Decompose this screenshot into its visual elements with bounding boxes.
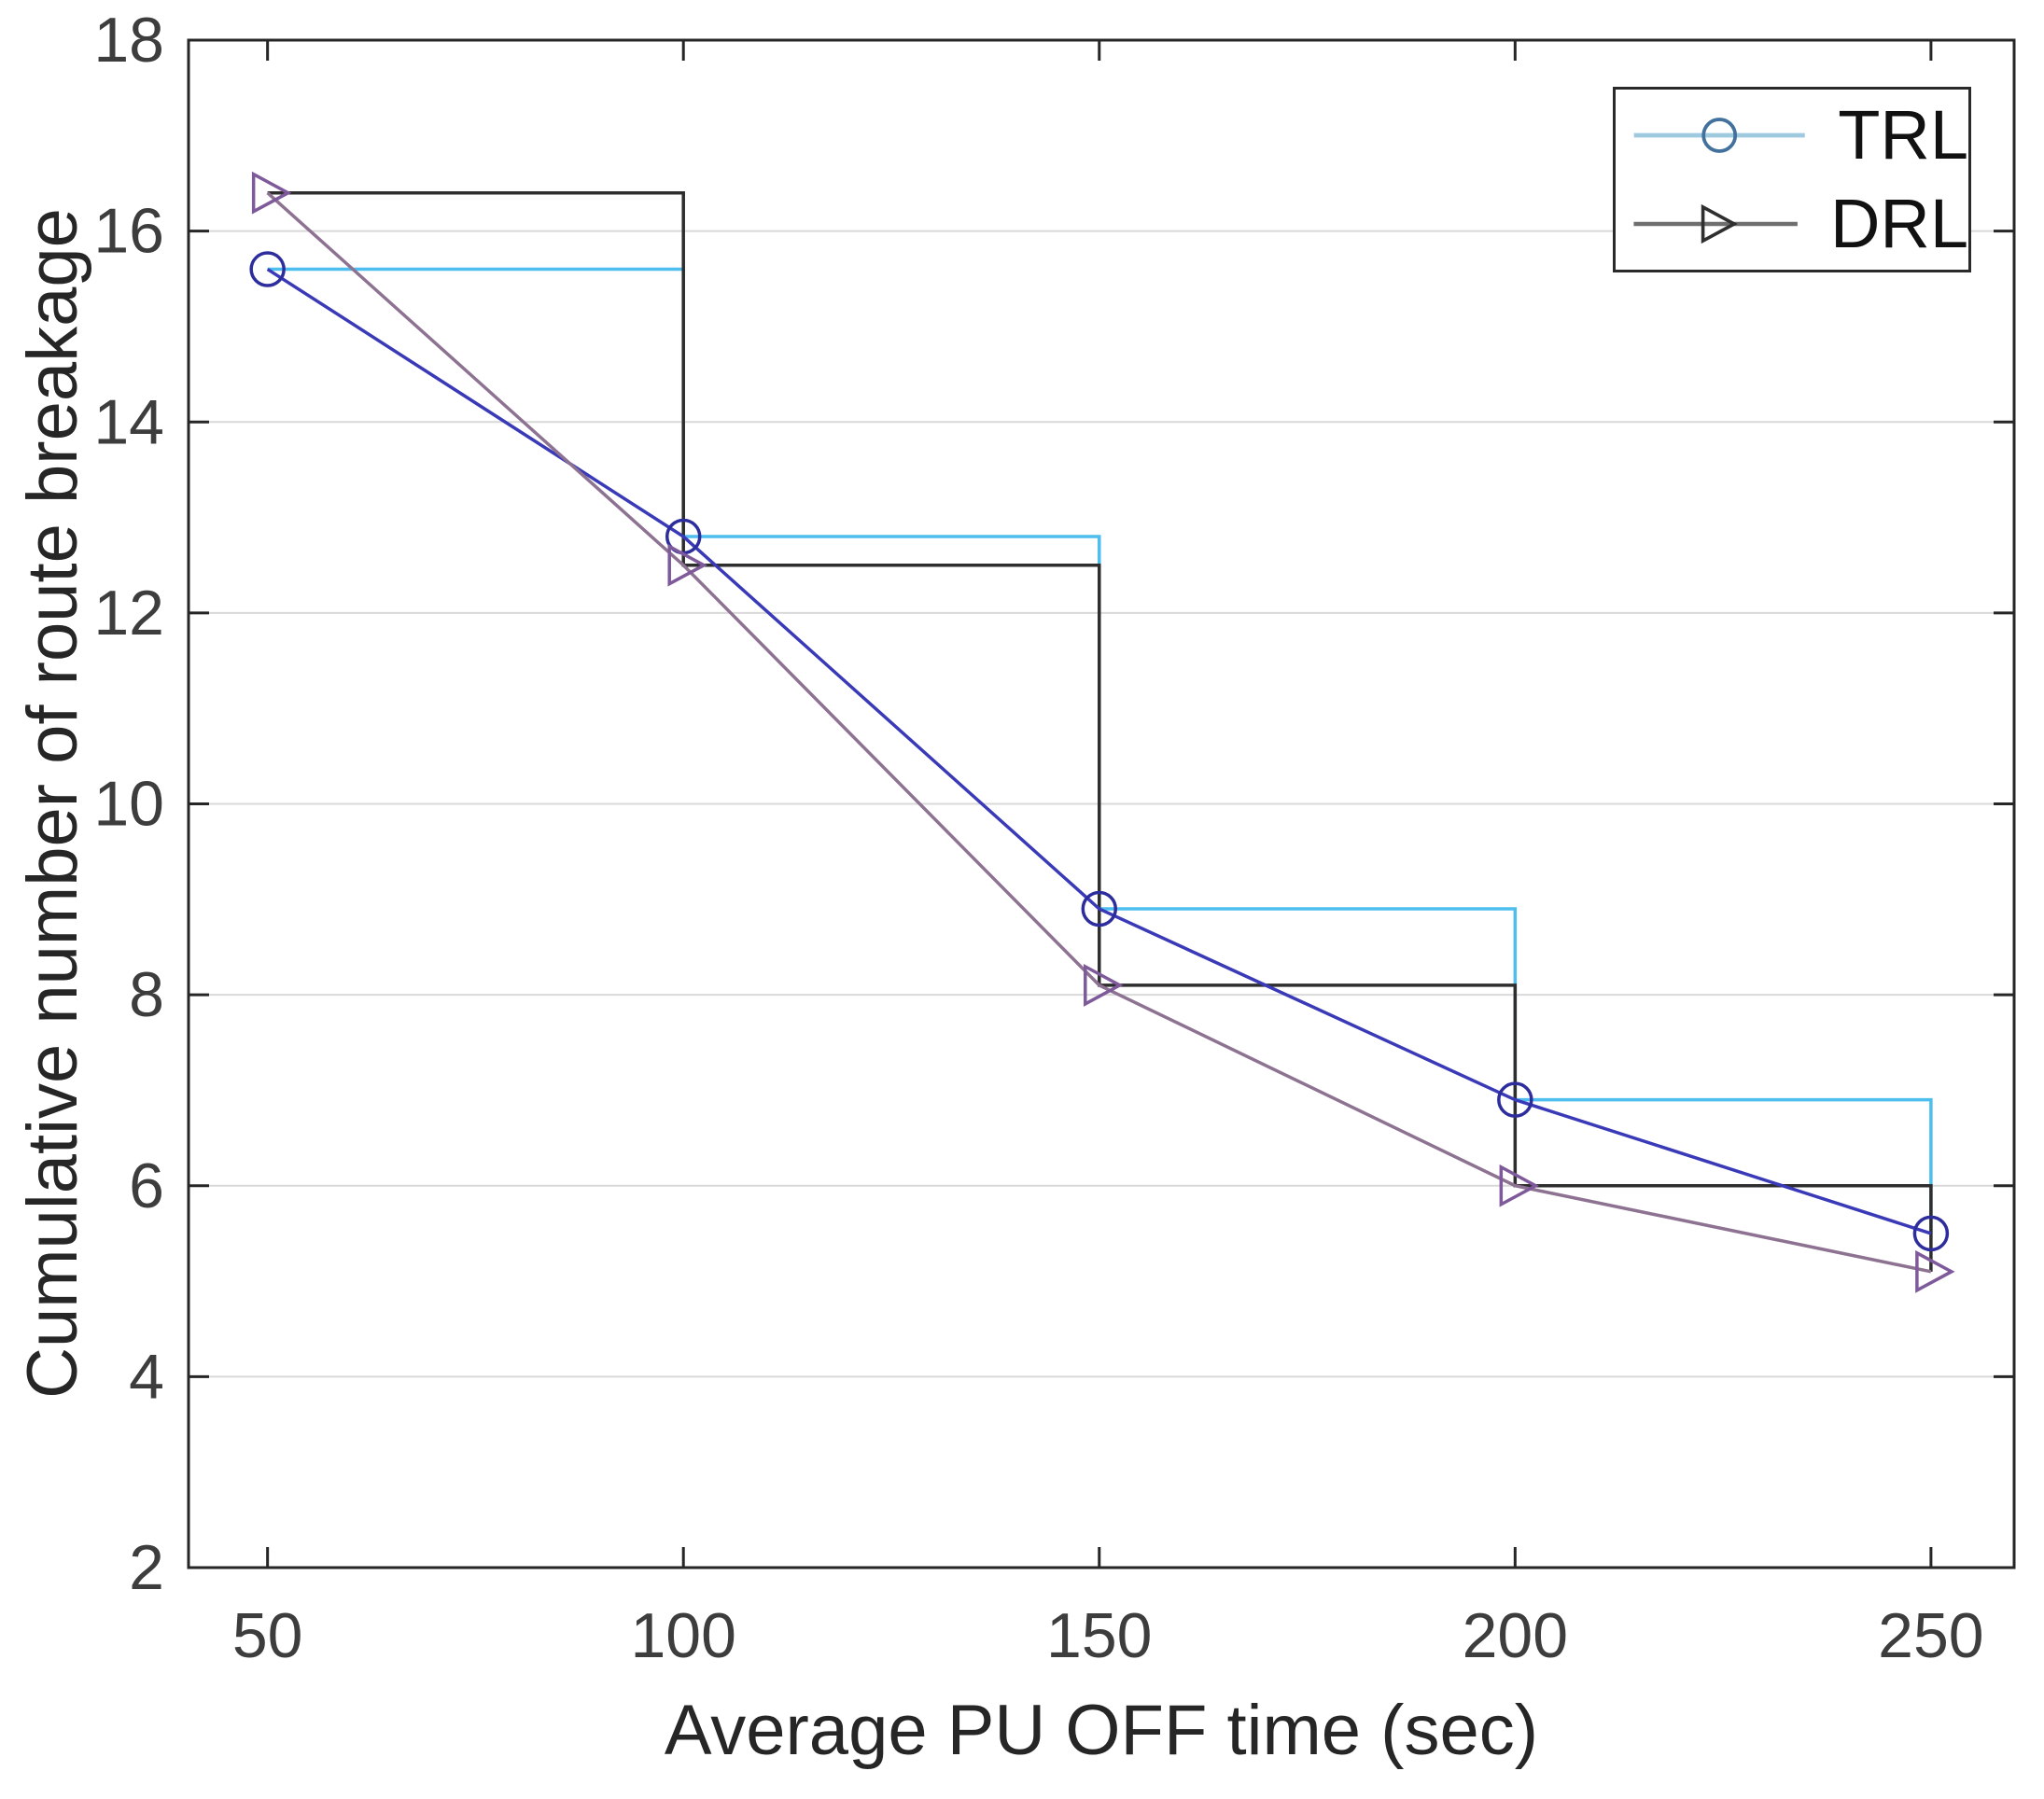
series-lines xyxy=(266,191,1932,1274)
y-tick-label: 16 xyxy=(93,196,164,267)
axis-box xyxy=(187,38,2016,1569)
legend-label-trl: TRL xyxy=(1838,96,1968,174)
drl-stair-line xyxy=(267,190,1933,1272)
drl-legend-line-triangle-icon xyxy=(1633,203,1798,244)
y-tick-label: 6 xyxy=(129,1151,164,1221)
y-tick-labels: 2 4 6 8 10 12 14 16 18 xyxy=(93,5,164,1603)
trl-marker xyxy=(1497,1081,1533,1118)
drl-marker xyxy=(1499,1164,1540,1207)
y-tick-label: 14 xyxy=(93,386,164,457)
y-tick-label: 10 xyxy=(93,769,164,840)
x-tick-label: 250 xyxy=(1878,1600,1983,1671)
gridlines xyxy=(189,230,2014,1378)
x-tick-labels: 50 100 150 200 250 xyxy=(232,1600,1984,1671)
series-markers xyxy=(249,171,1955,1293)
y-tick-label: 18 xyxy=(93,5,164,76)
y-tick-label: 2 xyxy=(129,1532,164,1603)
x-tick-label: 50 xyxy=(232,1600,303,1671)
drl-marker xyxy=(1084,963,1124,1007)
trl-line xyxy=(266,268,1932,1235)
legend-circle-marker xyxy=(1701,118,1738,154)
trl-marker xyxy=(1081,890,1118,927)
drl-line xyxy=(266,191,1932,1274)
drl-marker xyxy=(251,171,292,215)
trl-legend-line-circle-icon xyxy=(1633,118,1805,154)
x-tick-label: 100 xyxy=(630,1600,735,1671)
legend: TRL DRL xyxy=(1613,87,1971,272)
legend-label-drl: DRL xyxy=(1829,184,1968,262)
x-tick-label: 200 xyxy=(1463,1600,1568,1671)
legend-row-trl: TRL xyxy=(1629,93,1968,177)
legend-triangle-marker xyxy=(1701,203,1738,244)
drl-marker xyxy=(667,543,707,587)
trl-marker xyxy=(249,251,286,287)
x-tick-label: 150 xyxy=(1046,1600,1152,1671)
legend-row-drl: DRL xyxy=(1629,182,1968,266)
stairstep-lines xyxy=(267,190,1933,1272)
y-tick-label: 4 xyxy=(129,1341,164,1412)
y-tick-label: 8 xyxy=(129,959,164,1030)
x-axis-title: Average PU OFF time (sec) xyxy=(665,1691,1538,1770)
y-tick-label: 12 xyxy=(93,578,164,648)
trl-marker xyxy=(1912,1215,1950,1252)
drl-marker xyxy=(1915,1249,1955,1293)
y-axis-title: Cumulative number of route breakage xyxy=(13,208,92,1399)
